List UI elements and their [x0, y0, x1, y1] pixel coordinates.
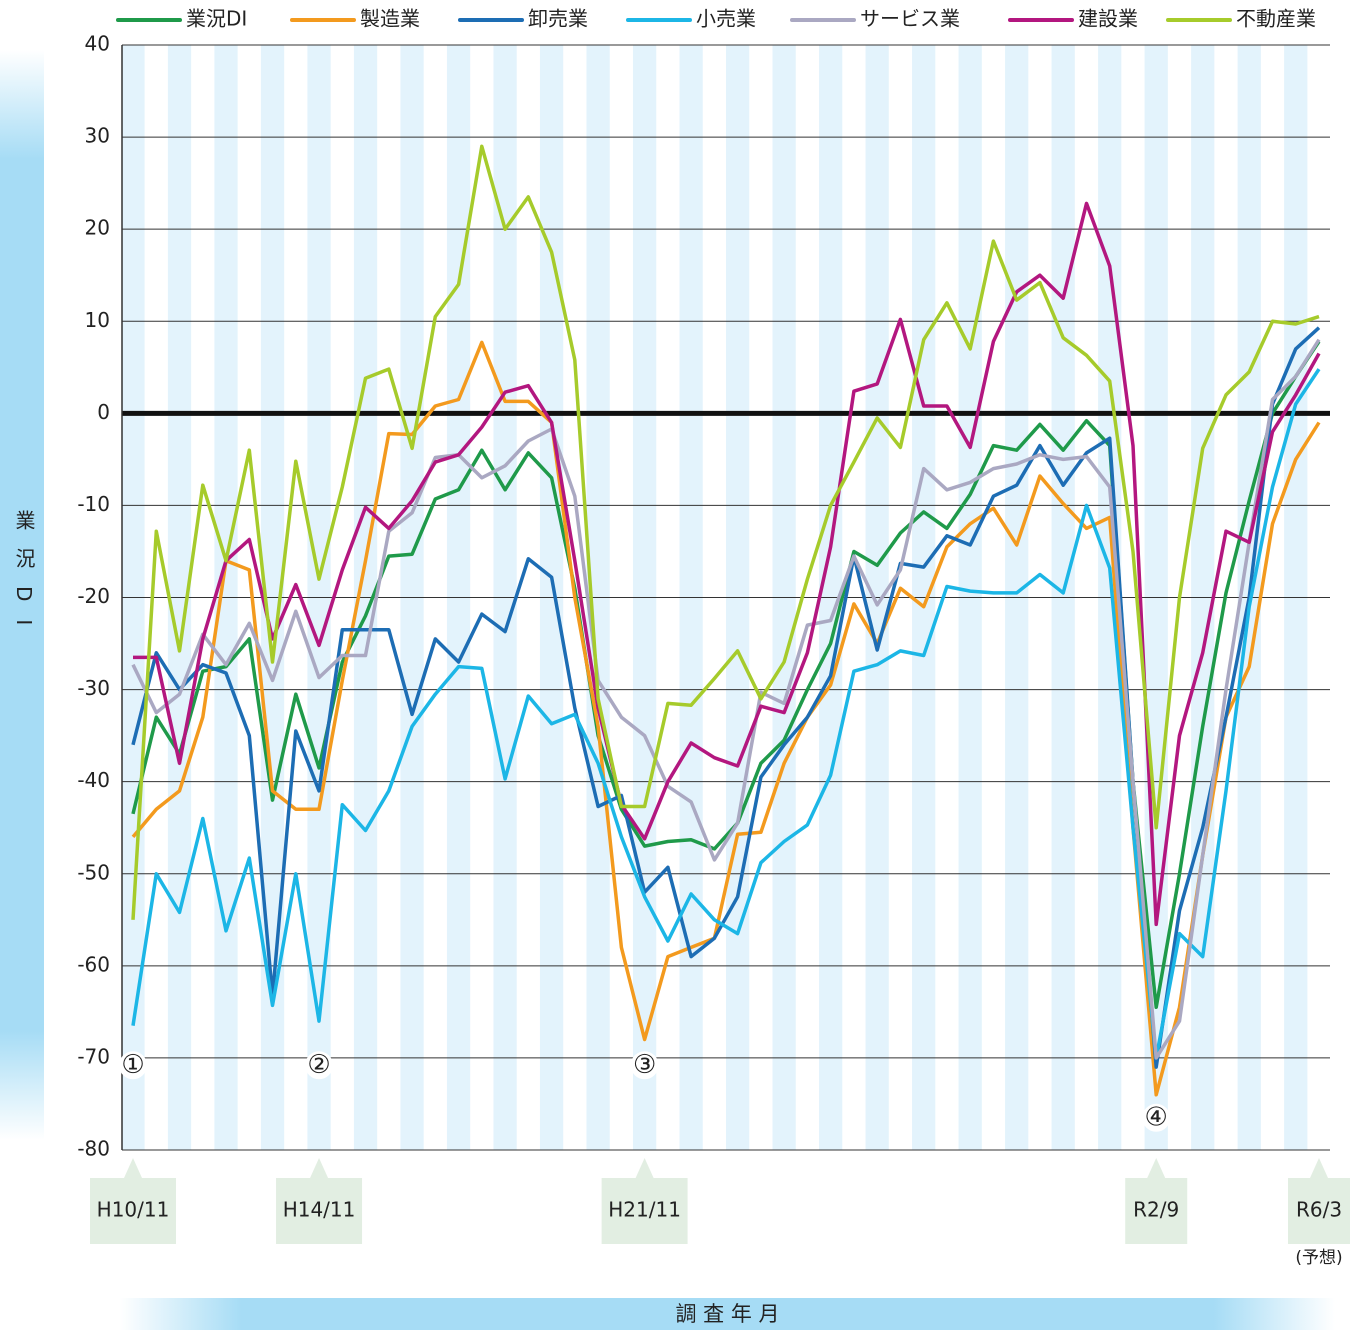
y-tick-label: -20 [77, 584, 110, 608]
annotation-bg [630, 1051, 659, 1080]
x-tick-pointer [1310, 1158, 1328, 1178]
y-tick-label: -30 [77, 676, 110, 700]
y-tick-label: -50 [77, 860, 110, 884]
x-axis-label: 調 査 年 月 [120, 1298, 1335, 1330]
annotation-bg [119, 1051, 147, 1080]
x-tick-box [90, 1178, 176, 1244]
y-tick-label: 10 [85, 308, 110, 332]
annotation: ④ [1145, 1102, 1168, 1132]
annotation: ② [307, 1050, 330, 1080]
x-tick-box [276, 1178, 363, 1244]
series-line [131, 340, 1321, 1097]
y-tick-label: -60 [77, 952, 110, 976]
x-tick-pointer [310, 1158, 329, 1178]
y-tick-label: 0 [97, 400, 110, 424]
x-tick-pointer [124, 1158, 142, 1178]
legend-label: 建設業 [1078, 7, 1138, 31]
legend-label: 卸売業 [528, 7, 588, 31]
legend-label: 業況DI [186, 7, 247, 31]
y-tick-label: -70 [77, 1044, 110, 1068]
x-tick-box [601, 1178, 688, 1244]
annotation: ① [121, 1050, 144, 1080]
legend-label: 不動産業 [1236, 7, 1316, 31]
x-tick-pointer [1147, 1158, 1166, 1178]
x-tick-label: R6/3 [1296, 1198, 1342, 1222]
series-line [131, 144, 1320, 920]
y-axis-band: 業況DI [0, 50, 44, 1140]
series-line [131, 338, 1321, 1060]
legend-label: 小売業 [696, 7, 756, 31]
x-tick-box [1125, 1178, 1188, 1244]
annotation-bg [1142, 1103, 1171, 1132]
x-tick-label: H14/11 [283, 1198, 356, 1222]
annotation-bg [305, 1051, 334, 1080]
chart: -80 -70 -60 -50 -40 -30 -20 -10 0 10 20 30 40 H10/11 H… [77, 7, 1350, 1268]
y-tick-label: 20 [85, 216, 110, 240]
x-tick-box [1288, 1178, 1350, 1244]
y-tick-label: -80 [77, 1137, 110, 1161]
series-line [131, 326, 1321, 1069]
y-tick-label: 40 [85, 32, 110, 56]
y-tick-label: -40 [77, 768, 110, 792]
legend-label: 製造業 [360, 7, 420, 31]
y-tick-label: 30 [85, 124, 110, 148]
series-line [131, 368, 1321, 1060]
x-tick-label: H21/11 [608, 1198, 681, 1222]
x-tick-pointer [635, 1158, 654, 1178]
legend-label: サービス業 [860, 7, 960, 31]
x-tick-label: H10/11 [97, 1198, 170, 1222]
annotation: ③ [633, 1050, 656, 1080]
y-axis-label: 業況DI [12, 510, 36, 644]
y-tick-label: -10 [77, 492, 110, 516]
series-line [133, 201, 1321, 927]
forecast-label: (予想) [1295, 1248, 1342, 1268]
x-tick-label: R2/9 [1133, 1198, 1179, 1222]
